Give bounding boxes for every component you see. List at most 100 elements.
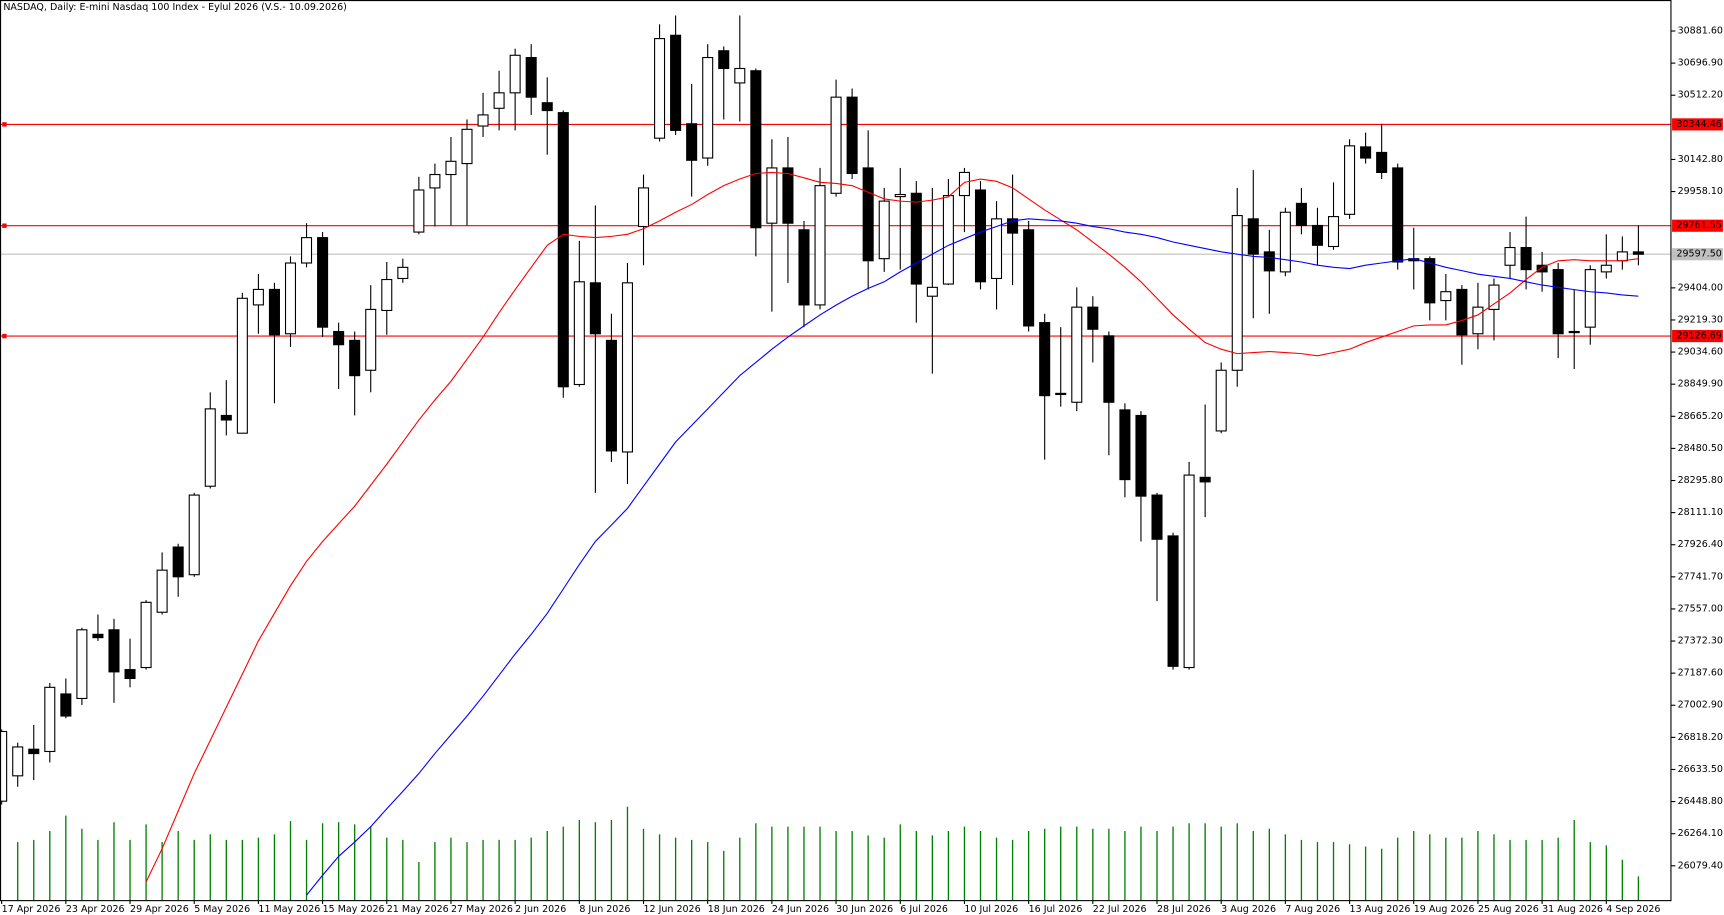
candle-body <box>493 92 505 109</box>
candle-body <box>172 546 184 578</box>
y-tick-label: 27557.00 <box>1678 603 1723 614</box>
level-box <box>1672 329 1723 343</box>
candle-body <box>846 96 858 175</box>
candle-body <box>573 281 585 386</box>
candle-body <box>1007 218 1019 234</box>
y-tick-label: 28849.90 <box>1678 379 1723 390</box>
x-tick-label: 10 Jul 2026 <box>964 904 1018 915</box>
candle-body <box>28 748 40 755</box>
x-tick-label: 21 May 2026 <box>387 904 449 915</box>
candle-body <box>236 297 248 434</box>
candle-body <box>477 114 489 127</box>
candle-body <box>1279 211 1291 273</box>
candle-body <box>1119 409 1131 481</box>
plot-area <box>0 15 1671 901</box>
candle-body <box>156 569 168 613</box>
candle-body <box>1536 264 1548 273</box>
moving-average <box>145 171 1639 883</box>
candle-body <box>1135 414 1147 497</box>
candle-body <box>1103 335 1115 403</box>
x-tick-label: 13 Aug 2026 <box>1350 904 1411 915</box>
candle-body <box>830 96 842 194</box>
x-tick-label: 25 Aug 2026 <box>1478 904 1539 915</box>
candle-body <box>1424 258 1436 304</box>
y-tick-label: 26079.40 <box>1678 860 1723 871</box>
candle-body <box>958 171 970 197</box>
candle-body <box>814 185 826 306</box>
x-tick-label: 3 Aug 2026 <box>1221 904 1276 915</box>
x-tick-label: 27 May 2026 <box>451 904 513 915</box>
x-tick-label: 31 Aug 2026 <box>1542 904 1603 915</box>
candle-body <box>1087 306 1099 330</box>
candle-body <box>1568 330 1580 334</box>
candle-body <box>894 193 906 198</box>
level-label: 29126.69 <box>1676 331 1721 342</box>
y-tick-label: 30512.20 <box>1678 90 1723 101</box>
x-tick-label: 2 Jun 2026 <box>515 904 566 915</box>
price-axis: 30881.60 30696.90 30512.20 30142.80 29958.10… <box>1 26 1723 915</box>
x-tick-label: 23 Apr 2026 <box>66 904 125 915</box>
x-tick-label: 17 Apr 2026 <box>2 904 61 915</box>
candle-body <box>124 669 136 680</box>
y-tick-label: 30881.60 <box>1678 26 1723 37</box>
candle-body <box>1151 494 1163 540</box>
level-handle <box>2 223 7 228</box>
candle-body <box>461 128 473 165</box>
candle-body <box>397 266 409 280</box>
candle-body <box>1616 251 1628 262</box>
level-label: 30344.46 <box>1676 119 1721 130</box>
candle-body <box>381 278 393 312</box>
candle-body <box>284 262 297 335</box>
x-tick-label: 15 May 2026 <box>323 904 385 915</box>
candle-body <box>1263 251 1275 272</box>
candle-body <box>734 67 746 84</box>
candle-body <box>252 288 264 306</box>
candle-body <box>333 330 345 346</box>
plot-border <box>0 0 1672 902</box>
candle-body <box>108 629 120 673</box>
y-tick-label: 28480.50 <box>1678 443 1723 454</box>
candle-body <box>654 38 666 139</box>
candle-body <box>44 686 56 753</box>
candle-body <box>541 102 553 112</box>
candle-body <box>220 414 232 421</box>
moving-average <box>306 218 1639 896</box>
x-tick-label: 30 Jun 2026 <box>836 904 893 915</box>
candle-body <box>1376 151 1388 173</box>
candle-body <box>750 70 762 229</box>
candle-body <box>1231 215 1243 371</box>
candle-body <box>429 173 441 189</box>
candle-body <box>798 229 810 306</box>
candle-body <box>1360 146 1372 159</box>
candle-body <box>991 218 1003 280</box>
y-tick-label: 28295.80 <box>1678 475 1723 486</box>
candle-body <box>862 167 874 262</box>
candle-body <box>1295 202 1307 227</box>
y-tick-label: 26448.80 <box>1678 796 1723 807</box>
y-tick-label: 27372.30 <box>1678 636 1723 647</box>
candle-body <box>1055 392 1067 396</box>
y-tick-label: 27741.70 <box>1678 571 1723 582</box>
candle-body <box>589 282 601 335</box>
candle-body <box>509 54 521 94</box>
candle-body <box>1023 229 1035 327</box>
candle-body <box>1552 269 1564 335</box>
candle-body <box>1584 269 1596 328</box>
candle-body <box>1311 224 1323 246</box>
candle-body <box>365 308 377 371</box>
candle-body <box>718 50 730 70</box>
candle-body <box>637 187 650 228</box>
y-tick-label: 28111.10 <box>1678 507 1723 518</box>
candle-body <box>1504 246 1516 266</box>
candle-body <box>60 693 72 717</box>
level-handle <box>2 122 7 127</box>
candle-body <box>1327 216 1340 248</box>
candle-body <box>942 195 954 285</box>
x-tick-label: 5 May 2026 <box>194 904 250 915</box>
level-box <box>1672 219 1723 232</box>
candle-body <box>0 730 8 802</box>
chart-title: NASDAQ, Daily: E-mini Nasdaq 100 Index -… <box>3 2 347 13</box>
